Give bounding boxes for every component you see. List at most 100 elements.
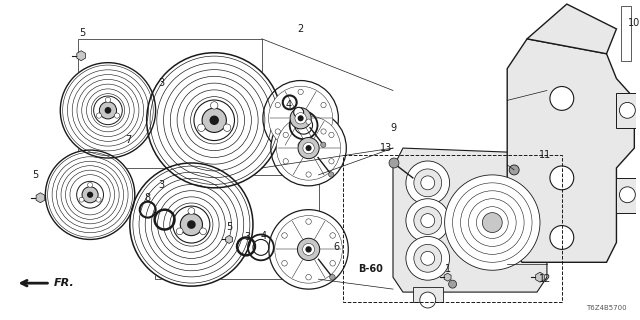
Circle shape (211, 102, 218, 109)
Text: 13: 13 (380, 143, 392, 153)
Circle shape (483, 212, 502, 233)
Circle shape (176, 228, 183, 235)
Circle shape (93, 96, 122, 125)
Circle shape (620, 102, 636, 118)
Circle shape (96, 113, 102, 118)
Circle shape (282, 260, 287, 266)
Circle shape (198, 124, 205, 132)
Circle shape (130, 163, 253, 286)
Polygon shape (508, 39, 634, 262)
Circle shape (282, 233, 287, 238)
Bar (621, 6, 631, 61)
Bar (616, 93, 638, 128)
Circle shape (275, 129, 280, 134)
Circle shape (276, 116, 340, 180)
Circle shape (77, 181, 104, 208)
Circle shape (283, 159, 289, 164)
Circle shape (305, 246, 312, 252)
Circle shape (202, 108, 227, 132)
Text: 4: 4 (285, 100, 292, 110)
Circle shape (298, 89, 303, 94)
Circle shape (305, 145, 312, 151)
Bar (155, 175, 319, 279)
Polygon shape (393, 148, 547, 292)
Circle shape (290, 108, 311, 129)
Circle shape (223, 124, 231, 132)
Circle shape (294, 108, 303, 117)
Circle shape (298, 142, 303, 147)
Circle shape (420, 292, 436, 308)
Circle shape (445, 175, 540, 270)
Circle shape (115, 113, 120, 118)
Circle shape (263, 81, 339, 156)
Circle shape (509, 165, 519, 175)
Circle shape (88, 182, 93, 188)
Circle shape (271, 110, 346, 186)
Circle shape (550, 86, 573, 110)
Circle shape (87, 192, 93, 198)
Circle shape (303, 142, 314, 154)
Circle shape (329, 132, 334, 138)
Circle shape (99, 102, 116, 119)
Circle shape (306, 172, 311, 177)
Circle shape (275, 102, 280, 108)
Circle shape (303, 244, 314, 255)
Text: T6Z4B5700: T6Z4B5700 (586, 305, 627, 311)
Circle shape (550, 226, 573, 249)
Text: 3: 3 (244, 232, 250, 243)
Circle shape (269, 86, 333, 150)
Circle shape (306, 119, 311, 124)
Text: 7: 7 (125, 135, 131, 145)
Circle shape (173, 206, 210, 243)
Circle shape (330, 233, 335, 238)
Text: 5: 5 (79, 28, 85, 38)
Text: B-60: B-60 (358, 264, 383, 274)
Circle shape (295, 113, 307, 124)
Circle shape (321, 129, 326, 134)
Bar (616, 178, 638, 212)
Circle shape (298, 138, 319, 159)
Circle shape (414, 244, 442, 272)
Text: 2: 2 (298, 24, 304, 34)
Polygon shape (527, 4, 616, 54)
Circle shape (188, 208, 195, 214)
Circle shape (306, 219, 311, 224)
Text: 8: 8 (145, 193, 151, 203)
Circle shape (96, 197, 101, 202)
Circle shape (200, 228, 207, 235)
Circle shape (389, 158, 399, 168)
Text: 5: 5 (226, 221, 232, 232)
Circle shape (321, 142, 326, 147)
Circle shape (328, 172, 334, 177)
Circle shape (275, 216, 342, 283)
Circle shape (82, 187, 98, 203)
Circle shape (421, 176, 435, 190)
Circle shape (406, 236, 450, 280)
Polygon shape (77, 51, 86, 61)
Circle shape (414, 207, 442, 235)
Text: FR.: FR. (53, 278, 74, 288)
Circle shape (330, 275, 335, 280)
Text: 1: 1 (445, 264, 451, 274)
Circle shape (147, 53, 282, 188)
Circle shape (283, 132, 289, 138)
Circle shape (180, 213, 202, 236)
Polygon shape (536, 272, 544, 282)
Bar (343, 155, 562, 302)
Circle shape (209, 116, 219, 125)
Bar (413, 287, 443, 302)
Circle shape (550, 166, 573, 190)
Circle shape (421, 252, 435, 265)
Text: 4: 4 (261, 231, 267, 242)
Circle shape (306, 275, 311, 280)
Text: 3: 3 (159, 180, 164, 190)
Circle shape (421, 214, 435, 228)
Polygon shape (226, 236, 232, 244)
Circle shape (414, 169, 442, 197)
Circle shape (187, 220, 196, 229)
Text: 11: 11 (539, 150, 551, 160)
Polygon shape (444, 273, 451, 281)
Circle shape (329, 159, 334, 164)
Circle shape (321, 102, 326, 108)
Circle shape (298, 238, 320, 260)
